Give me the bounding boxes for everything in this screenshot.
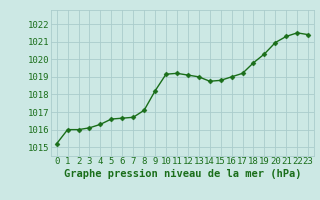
X-axis label: Graphe pression niveau de la mer (hPa): Graphe pression niveau de la mer (hPa) — [64, 169, 301, 179]
